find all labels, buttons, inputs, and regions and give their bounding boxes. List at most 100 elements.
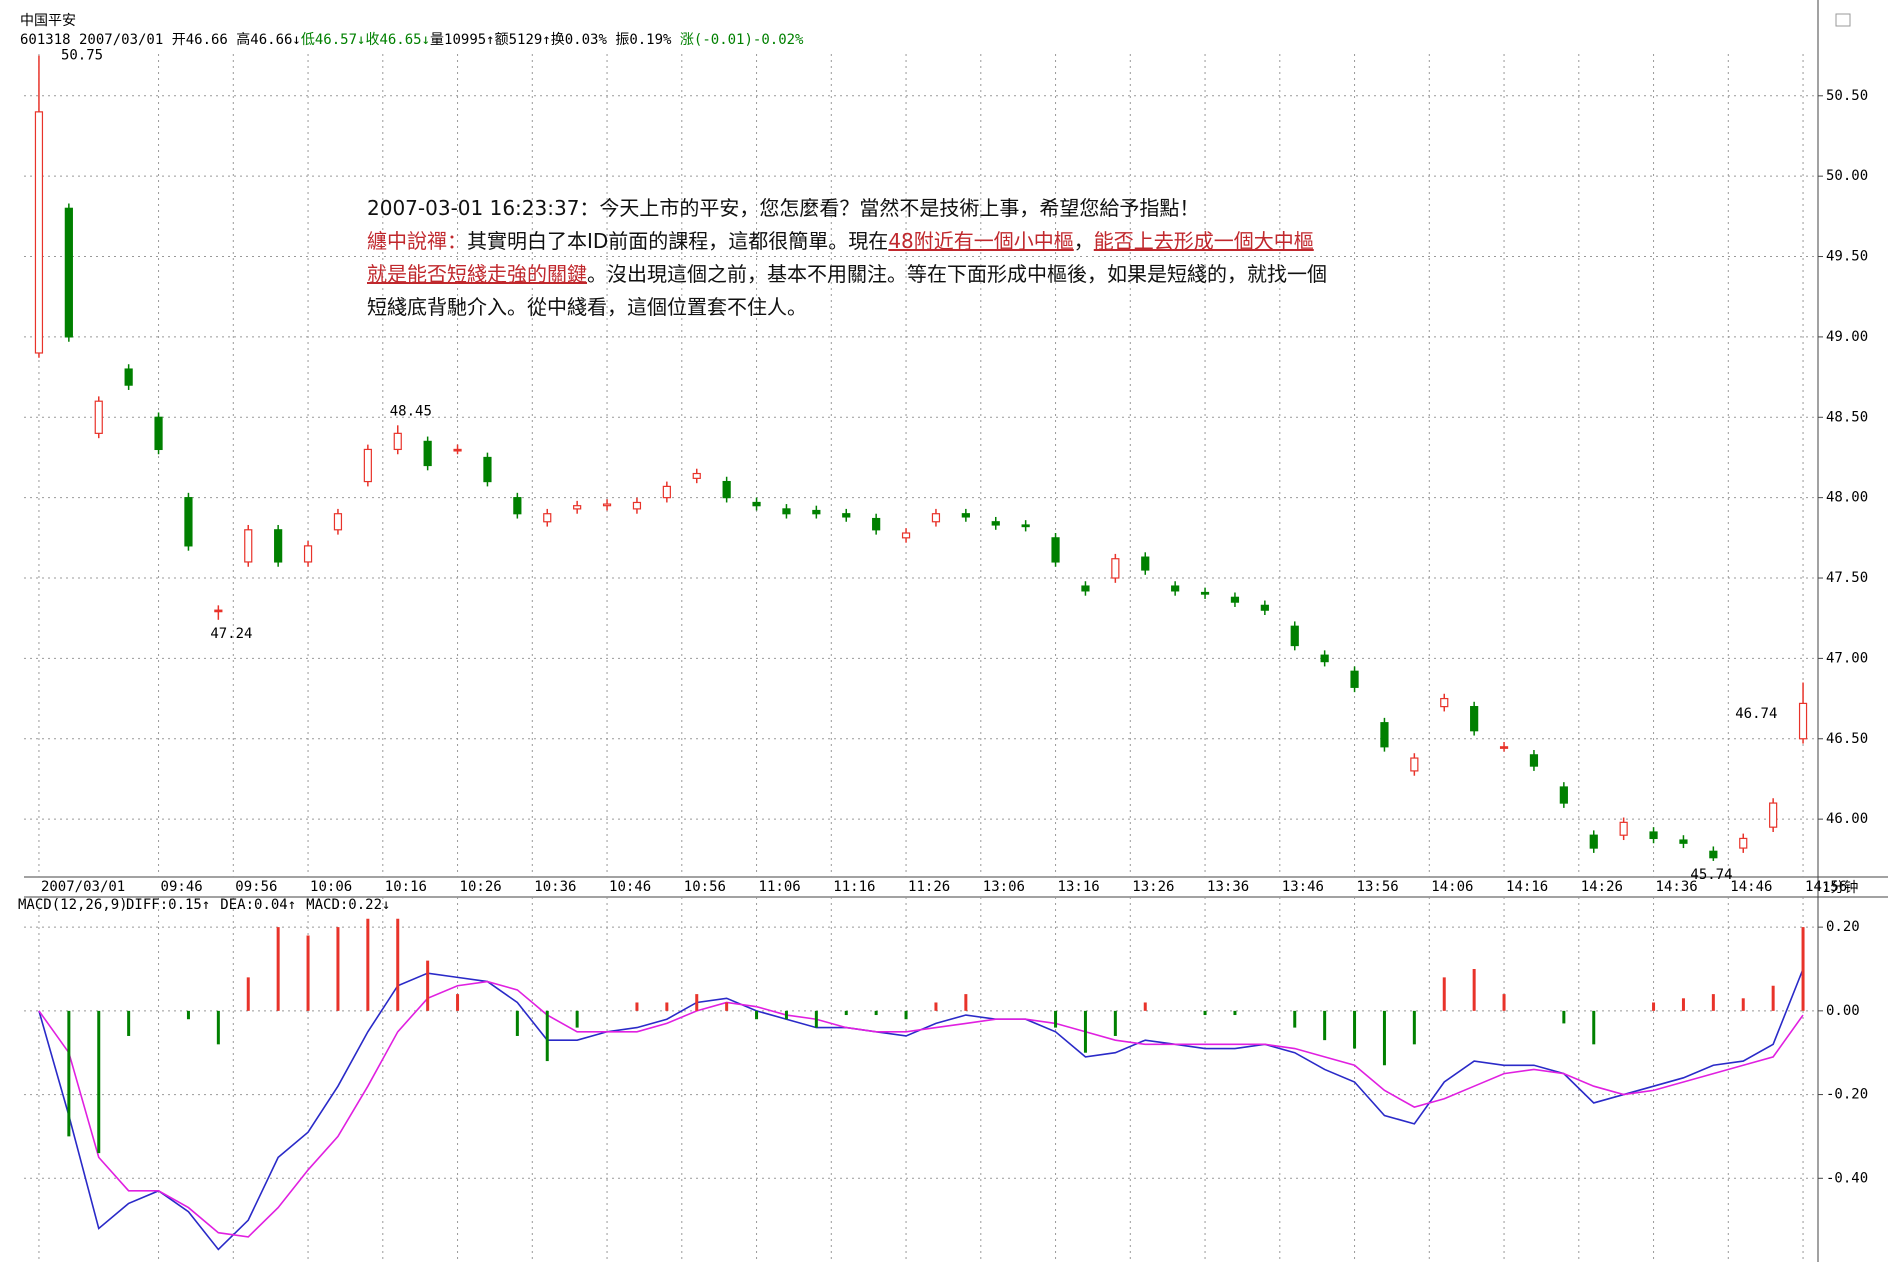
- quote-segment: 601318 2007/03/01 开46.66 高46.66↓: [20, 32, 301, 48]
- candle-body: [1350, 670, 1359, 688]
- macd-line: [38, 968, 1804, 1251]
- y-tick-label: -0.40: [1826, 1170, 1868, 1186]
- comment-segment: 纏中說禪：: [367, 229, 467, 253]
- candle-body: [303, 545, 313, 563]
- candle-body: [1380, 722, 1389, 748]
- stock-name: 中国平安: [20, 13, 76, 29]
- x-tick-label: 13:16: [1058, 879, 1100, 895]
- y-tick-label: 50.50: [1826, 88, 1868, 104]
- candle-body: [244, 529, 253, 563]
- y-tick-label: 0.00: [1826, 1003, 1860, 1019]
- candle-body: [1260, 604, 1269, 611]
- x-tick-label: 14:56: [1805, 879, 1847, 895]
- x-tick-label: 11:16: [833, 879, 875, 895]
- comment-paragraph: 纏中說禪：其實明白了本ID前面的課程，這都很簡單。現在48附近有一個小中樞，能否…: [367, 225, 1327, 324]
- candle-body: [34, 111, 44, 354]
- legend-entry: DEA:0.04↑: [220, 897, 296, 913]
- candle-body: [1141, 556, 1150, 571]
- candle-body: [1769, 802, 1778, 828]
- x-tick-label: 10:06: [310, 879, 352, 895]
- x-tick-label: 10:46: [609, 879, 651, 895]
- y-tick-label: 0.20: [1826, 919, 1860, 935]
- candle-body: [1798, 702, 1808, 740]
- candle-body: [1499, 746, 1509, 749]
- candle-body: [1470, 706, 1479, 732]
- quote-segment: 量10995↑额5129↑换0.03% 振0.19%: [430, 32, 680, 48]
- candle-body: [423, 440, 432, 467]
- x-tick-label: 10:36: [534, 879, 576, 895]
- candle-body: [1171, 585, 1180, 592]
- candle-body: [872, 517, 881, 531]
- candle-body: [602, 503, 612, 507]
- x-tick-label: 13:26: [1132, 879, 1174, 895]
- comment-segment: ，: [1073, 229, 1094, 253]
- candle-body: [573, 505, 582, 510]
- legend-entry: MACD:0.22↓: [306, 897, 390, 913]
- indicator-title: MACD(12,26,9): [18, 897, 128, 913]
- comment: 2007-03-01 16:23:37：今天上市的平安，您怎麼看？當然不是技術上…: [367, 192, 1327, 324]
- candle-body: [782, 508, 791, 515]
- candle-body: [1619, 821, 1628, 836]
- x-tick-label: 09:46: [161, 879, 203, 895]
- y-tick-label: 47.00: [1826, 650, 1868, 666]
- x-tick-label: 10:56: [684, 879, 726, 895]
- candle-body: [901, 532, 911, 539]
- candle-body: [214, 609, 223, 613]
- x-tick-label: 13:56: [1357, 879, 1399, 895]
- x-tick-label: 10:16: [385, 879, 427, 895]
- candle-body: [1290, 625, 1299, 647]
- candle-body: [184, 497, 193, 547]
- y-tick-label: 47.50: [1826, 570, 1868, 586]
- candle-body: [1230, 596, 1240, 603]
- x-tick-label: 14:16: [1506, 879, 1548, 895]
- macd-line: [38, 980, 1804, 1238]
- price-annotation: 46.74: [1735, 706, 1777, 722]
- candle-body: [991, 521, 1000, 526]
- candle-body: [274, 529, 283, 563]
- candle-body: [692, 472, 701, 479]
- x-tick-label: 2007/03/01: [41, 879, 125, 895]
- y-tick-label: -0.20: [1826, 1087, 1868, 1103]
- y-tick-label: 46.00: [1826, 811, 1868, 827]
- x-tick-label: 13:36: [1207, 879, 1249, 895]
- candle-body: [124, 368, 133, 386]
- candle-body: [333, 513, 343, 531]
- candle-body: [543, 513, 552, 523]
- price-annotation: 45.74: [1690, 867, 1732, 883]
- candle-body: [1200, 591, 1210, 595]
- candle-body: [94, 400, 103, 434]
- comment-segment: 能否上去形成一個大中樞就是能否短綫走強的關鍵: [367, 229, 1314, 286]
- x-tick-label: 10:26: [460, 879, 502, 895]
- comment-segment: 2007-03-01 16:23:37：今天上市的平安，您怎麼看？當然不是技術上…: [367, 196, 1200, 220]
- candle-body: [64, 207, 73, 338]
- candle-body: [632, 501, 642, 510]
- candle-body: [513, 497, 522, 515]
- candle-body: [752, 501, 761, 507]
- candle-body: [1440, 697, 1449, 708]
- quote-segment: 涨(-0.01)-0.02%: [679, 32, 804, 48]
- candle-body: [961, 513, 970, 518]
- candle-body: [1709, 850, 1718, 859]
- candle-body: [453, 448, 462, 452]
- y-tick-label: 49.00: [1826, 329, 1868, 345]
- candle-body: [1529, 754, 1539, 767]
- candle-body: [662, 485, 671, 499]
- candle-body: [842, 513, 851, 518]
- candle-body: [393, 432, 402, 451]
- candle-body: [1320, 654, 1329, 663]
- x-tick-label: 11:06: [759, 879, 801, 895]
- candle-body: [1051, 537, 1060, 563]
- x-tick-label: 11:26: [908, 879, 950, 895]
- y-tick-label: 48.50: [1826, 409, 1868, 425]
- comment-segment: 。沒出現這個之前，基本不用關注。等在下面形成中樞後，如果是短綫的，就找一個短綫底…: [367, 262, 1327, 319]
- candle-body: [1081, 585, 1090, 592]
- candle-body: [1111, 558, 1120, 579]
- candle-body: [154, 416, 163, 451]
- period-label: 1分钟: [1822, 879, 1858, 896]
- price-annotation: 47.24: [210, 626, 252, 642]
- header: 中国平安 601318 2007/03/01 开46.66 高46.66↓低46…: [20, 12, 803, 50]
- x-tick-label: 14:26: [1581, 879, 1623, 895]
- x-tick-label: 14:46: [1730, 879, 1772, 895]
